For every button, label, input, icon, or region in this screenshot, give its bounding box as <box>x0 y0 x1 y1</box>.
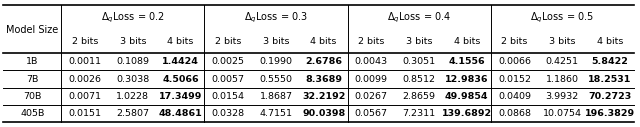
Text: 0.0868: 0.0868 <box>498 109 531 118</box>
Text: $\Delta_q$Loss = 0.5: $\Delta_q$Loss = 0.5 <box>530 11 594 25</box>
Text: 0.0025: 0.0025 <box>212 57 244 66</box>
Text: 4 bits: 4 bits <box>596 37 623 46</box>
Text: 3 bits: 3 bits <box>262 37 289 46</box>
Text: 2 bits: 2 bits <box>358 37 385 46</box>
Text: 0.0043: 0.0043 <box>355 57 388 66</box>
Text: 0.0267: 0.0267 <box>355 92 388 101</box>
Text: 1.1860: 1.1860 <box>546 75 579 84</box>
Text: 4.7151: 4.7151 <box>259 109 292 118</box>
Text: 4 bits: 4 bits <box>168 37 194 46</box>
Text: 2 bits: 2 bits <box>215 37 241 46</box>
Text: 0.3051: 0.3051 <box>403 57 436 66</box>
Text: 0.0026: 0.0026 <box>68 75 102 84</box>
Text: 0.0152: 0.0152 <box>498 75 531 84</box>
Text: 2.6786: 2.6786 <box>305 57 342 66</box>
Text: 70B: 70B <box>23 92 42 101</box>
Text: 1.0228: 1.0228 <box>116 92 149 101</box>
Text: 7B: 7B <box>26 75 38 84</box>
Text: 32.2192: 32.2192 <box>302 92 346 101</box>
Text: 0.0328: 0.0328 <box>212 109 245 118</box>
Text: 139.6892: 139.6892 <box>442 109 492 118</box>
Text: 0.8512: 0.8512 <box>403 75 436 84</box>
Text: 4 bits: 4 bits <box>454 37 480 46</box>
Text: 7.2311: 7.2311 <box>403 109 436 118</box>
Text: 0.0154: 0.0154 <box>212 92 244 101</box>
Text: 4.1556: 4.1556 <box>449 57 485 66</box>
Text: 1.4424: 1.4424 <box>162 57 199 66</box>
Text: 3 bits: 3 bits <box>549 37 575 46</box>
Text: 0.3038: 0.3038 <box>116 75 150 84</box>
Text: 2.5807: 2.5807 <box>116 109 149 118</box>
Text: Model Size: Model Size <box>6 25 58 35</box>
Text: 0.0099: 0.0099 <box>355 75 388 84</box>
Text: 2 bits: 2 bits <box>72 37 99 46</box>
Text: 70.2723: 70.2723 <box>588 92 632 101</box>
Text: 1.8687: 1.8687 <box>259 92 292 101</box>
Text: 4.5066: 4.5066 <box>163 75 199 84</box>
Text: $\Delta_q$Loss = 0.3: $\Delta_q$Loss = 0.3 <box>244 11 308 25</box>
Text: 48.4861: 48.4861 <box>159 109 202 118</box>
Text: 0.1990: 0.1990 <box>259 57 292 66</box>
Text: 10.0754: 10.0754 <box>543 109 582 118</box>
Text: $\Delta_q$Loss = 0.2: $\Delta_q$Loss = 0.2 <box>101 11 164 25</box>
Text: 1B: 1B <box>26 57 38 66</box>
Text: 0.4251: 0.4251 <box>546 57 579 66</box>
Text: 0.1089: 0.1089 <box>116 57 149 66</box>
Text: 2.8659: 2.8659 <box>403 92 436 101</box>
Text: 3 bits: 3 bits <box>120 37 146 46</box>
Text: 49.9854: 49.9854 <box>445 92 488 101</box>
Text: 4 bits: 4 bits <box>310 37 337 46</box>
Text: 196.3829: 196.3829 <box>585 109 635 118</box>
Text: 5.8422: 5.8422 <box>591 57 628 66</box>
Text: 18.2531: 18.2531 <box>588 75 632 84</box>
Text: 17.3499: 17.3499 <box>159 92 202 101</box>
Text: 90.0398: 90.0398 <box>302 109 345 118</box>
Text: 0.0409: 0.0409 <box>498 92 531 101</box>
Text: 12.9836: 12.9836 <box>445 75 488 84</box>
Text: 0.0071: 0.0071 <box>68 92 102 101</box>
Text: $\Delta_q$Loss = 0.4: $\Delta_q$Loss = 0.4 <box>387 11 451 25</box>
Text: 0.0567: 0.0567 <box>355 109 388 118</box>
Text: 3.9932: 3.9932 <box>545 92 579 101</box>
Text: 0.0011: 0.0011 <box>68 57 102 66</box>
Text: 0.0066: 0.0066 <box>498 57 531 66</box>
Text: 8.3689: 8.3689 <box>305 75 342 84</box>
Text: 2 bits: 2 bits <box>501 37 527 46</box>
Text: 0.0151: 0.0151 <box>68 109 102 118</box>
Text: 0.0057: 0.0057 <box>212 75 244 84</box>
Text: 405B: 405B <box>20 109 45 118</box>
Text: 3 bits: 3 bits <box>406 37 432 46</box>
Text: 0.5550: 0.5550 <box>259 75 292 84</box>
